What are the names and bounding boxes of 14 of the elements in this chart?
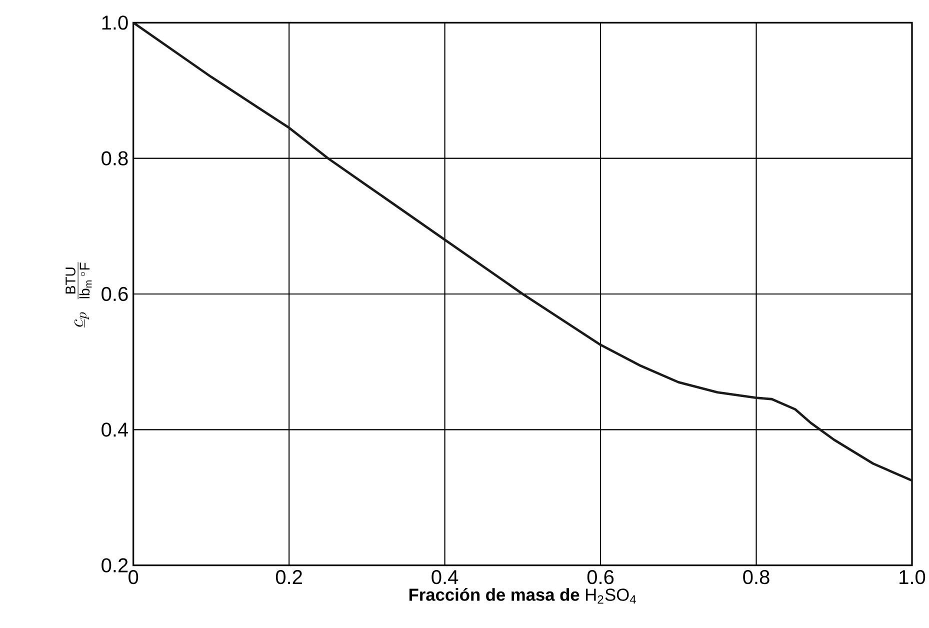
y-tick-label: 0.2 bbox=[102, 558, 128, 572]
x-tick-label: 0.4 bbox=[432, 570, 458, 584]
y-axis-title: $\underline{c}_{p}\;\;\frac{\mathrm{BTU}}{\mathrm{lb_{m}}\,^{\circ}\mathrm{F}}$ bbox=[66, 262, 92, 328]
x-tick-label: 0.2 bbox=[276, 570, 302, 584]
y-tick-label: 0.8 bbox=[102, 151, 128, 166]
y-tick-label: 0.6 bbox=[102, 286, 128, 302]
x-tick-label: 0.6 bbox=[587, 570, 614, 584]
y-tick-label: 1.0 bbox=[102, 16, 128, 30]
x-tick-label: 0.8 bbox=[743, 570, 770, 584]
x-tick-label: 0 bbox=[128, 570, 138, 584]
line-series bbox=[133, 22, 912, 482]
x-axis-title: Fracción de masa de H$_{2}$SO$_{4}$ bbox=[409, 588, 636, 604]
x-tick-label: 1.0 bbox=[900, 570, 926, 584]
y-tick-label: 0.4 bbox=[102, 422, 128, 437]
